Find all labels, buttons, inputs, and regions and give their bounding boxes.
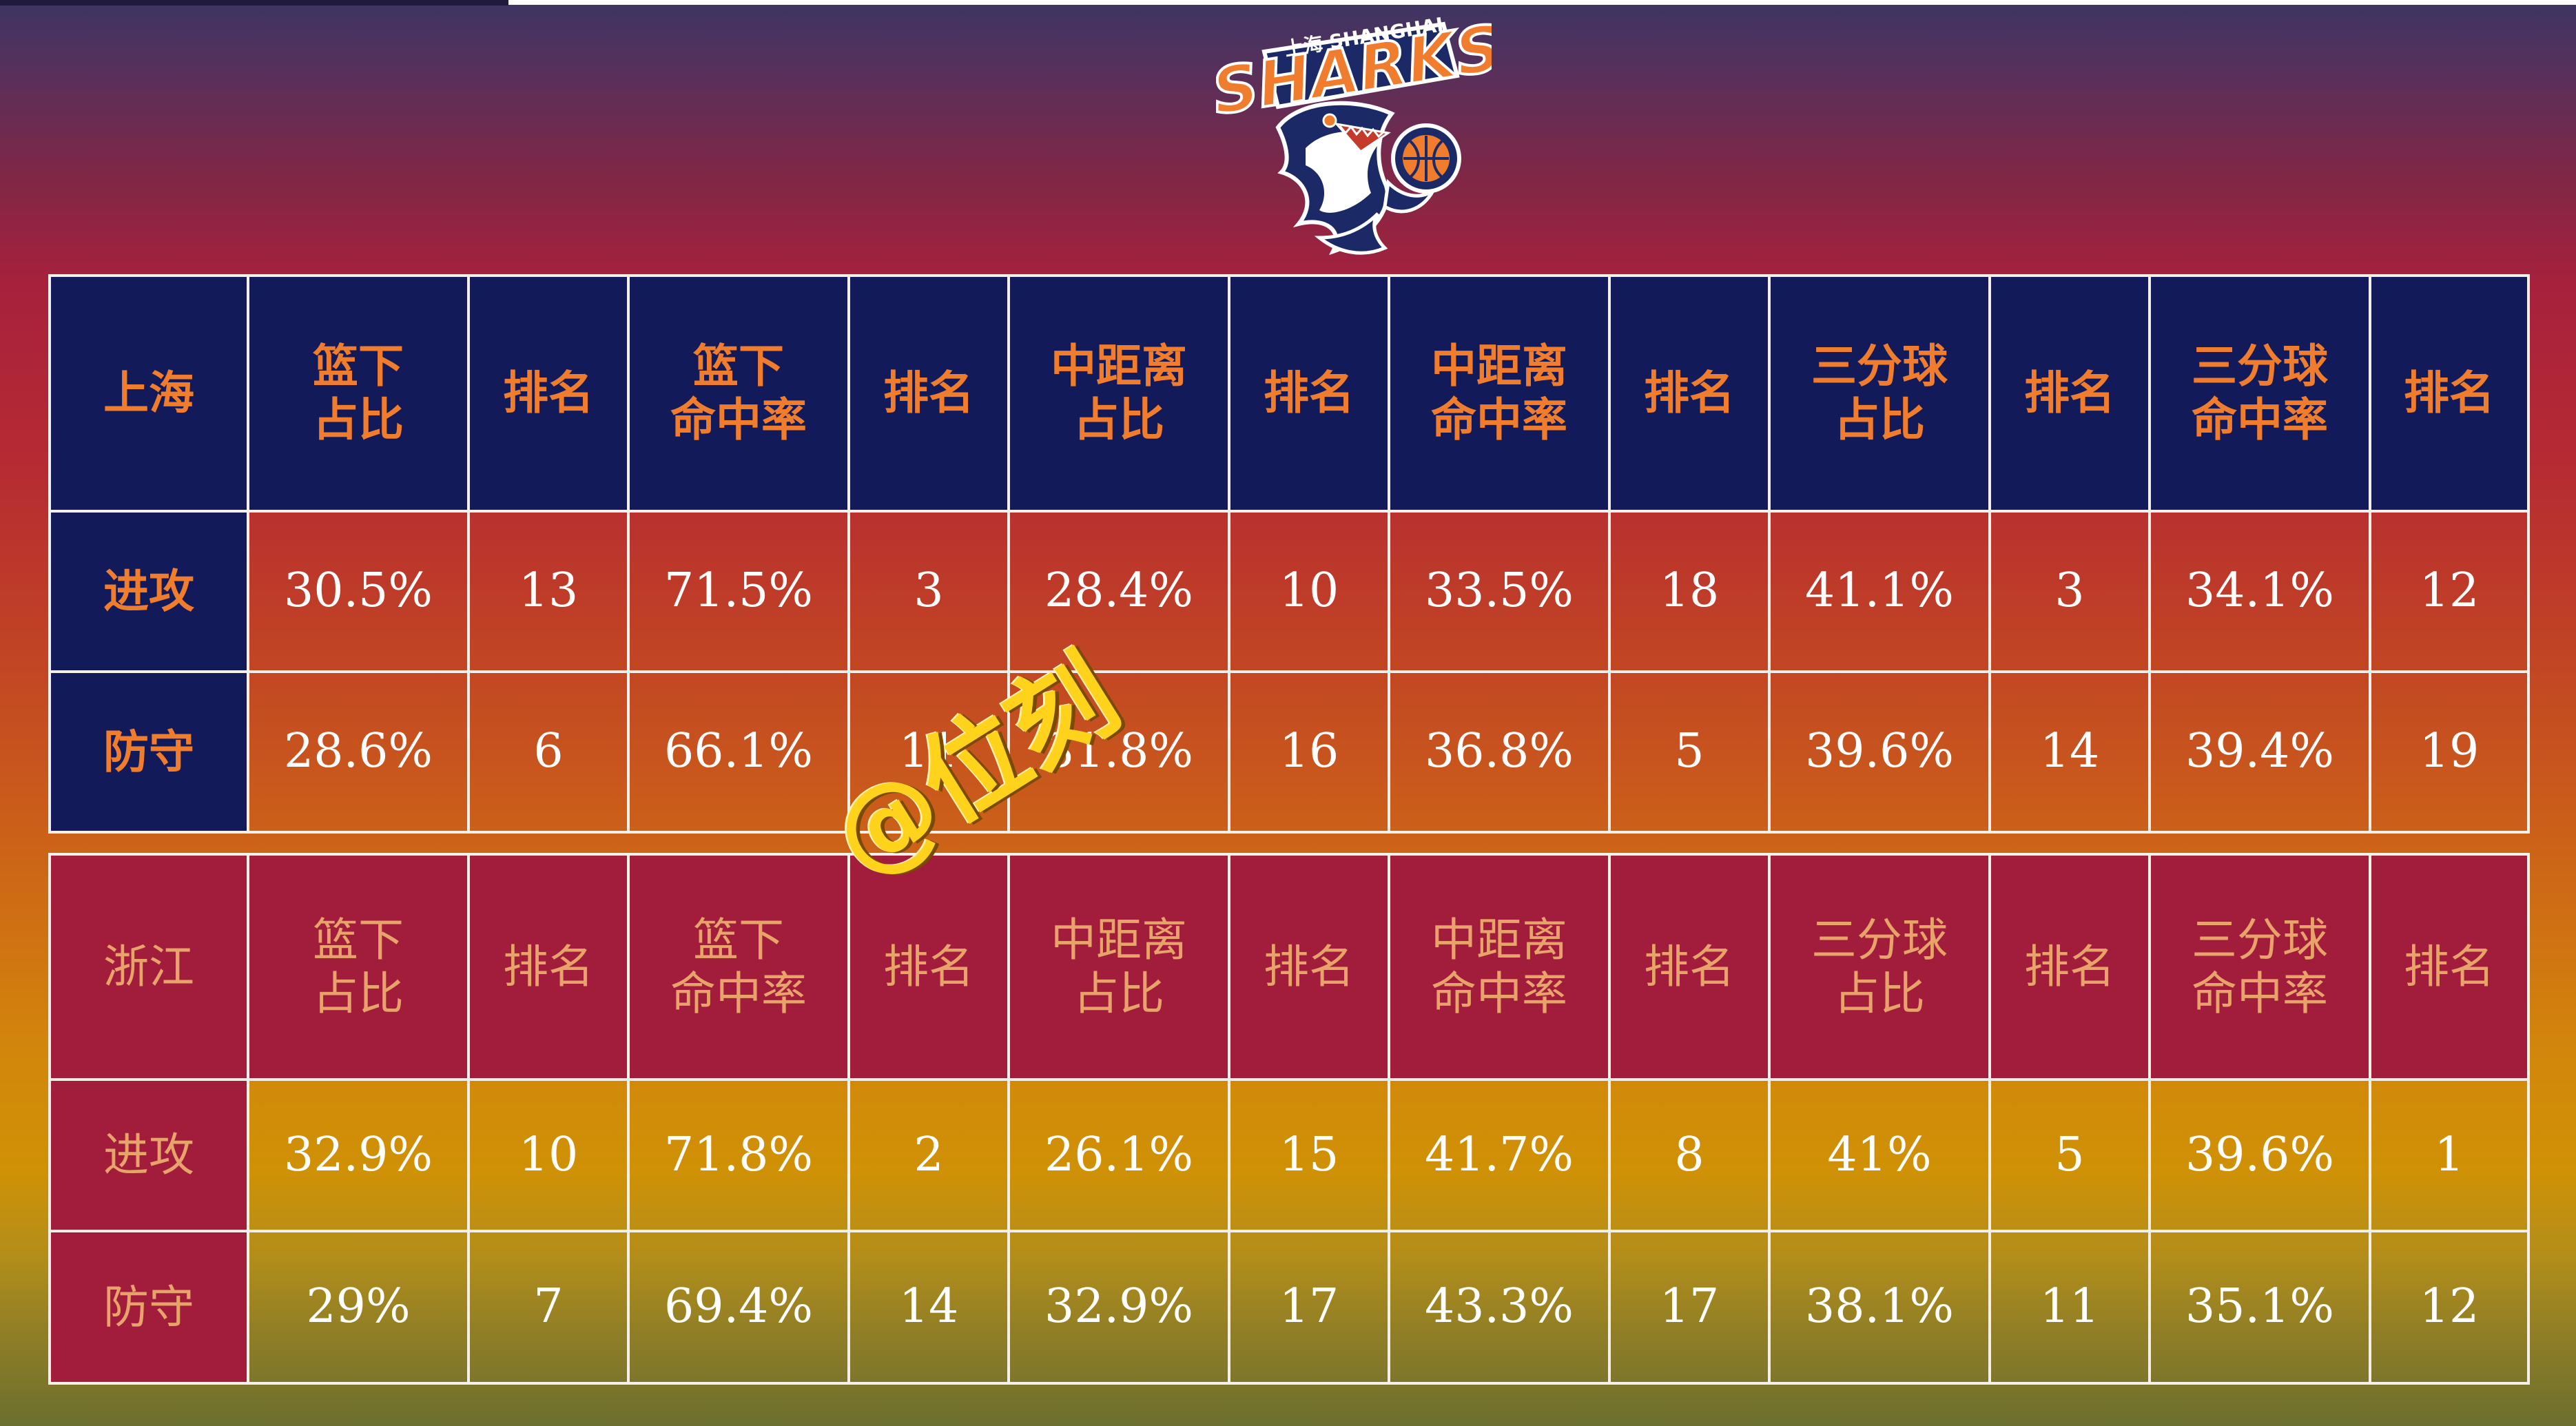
value-cell: 26.1% <box>1007 1078 1230 1232</box>
value-cell: 14 <box>847 1230 1010 1385</box>
value-cell: 14 <box>1988 670 2151 834</box>
header-cell: 排名 <box>1988 853 2151 1081</box>
value-cell: 43.3% <box>1388 1230 1611 1385</box>
value-cell: 34.1% <box>2148 510 2371 673</box>
header-cell: 三分球 命中率 <box>2148 853 2371 1081</box>
table-row: 防守 28.6% 6 66.1% 11 31.8% 16 36.8% 5 39.… <box>48 670 2530 834</box>
header-cell: 排名 <box>467 853 630 1081</box>
value-cell: 6 <box>467 670 630 834</box>
value-cell: 36.8% <box>1388 670 1611 834</box>
table-row: 进攻 32.9% 10 71.8% 2 26.1% 15 41.7% 8 41%… <box>48 1078 2530 1232</box>
value-cell: 3 <box>847 510 1010 673</box>
row-label: 防守 <box>48 670 249 834</box>
value-cell: 18 <box>1608 510 1771 673</box>
value-cell: 13 <box>467 510 630 673</box>
value-cell: 19 <box>2369 670 2530 834</box>
value-cell: 16 <box>1228 670 1390 834</box>
header-cell: 排名 <box>2369 853 2530 1081</box>
value-cell: 71.5% <box>627 510 850 673</box>
header-cell: 中距离 命中率 <box>1388 853 1611 1081</box>
value-cell: 41% <box>1768 1078 1991 1232</box>
top-dark-bar <box>0 0 508 6</box>
value-cell: 30.5% <box>247 510 470 673</box>
team-name: 上海 <box>48 274 249 513</box>
header-cell: 三分球 命中率 <box>2148 274 2371 513</box>
sharks-logo-icon: SHARKS 上海 SHANGHAI <box>1216 10 1492 256</box>
table-row: 进攻 30.5% 13 71.5% 3 28.4% 10 33.5% 18 41… <box>48 510 2530 673</box>
zhejiang-stats-table: 浙江 篮下 占比 排名 篮下 命中率 排名 中距离 占比 排名 中距离 命中率 排名 三… <box>48 853 2530 1385</box>
header-cell: 排名 <box>1228 853 1390 1081</box>
value-cell: 10 <box>1228 510 1390 673</box>
value-cell: 5 <box>1988 1078 2151 1232</box>
value-cell: 39.4% <box>2148 670 2371 834</box>
header-cell: 排名 <box>847 274 1010 513</box>
value-cell: 5 <box>1608 670 1771 834</box>
value-cell: 28.6% <box>247 670 470 834</box>
table-header-row: 浙江 篮下 占比 排名 篮下 命中率 排名 中距离 占比 排名 中距离 命中率 排名 三… <box>48 853 2530 1081</box>
value-cell: 7 <box>467 1230 630 1385</box>
value-cell: 10 <box>467 1078 630 1232</box>
value-cell: 39.6% <box>2148 1078 2371 1232</box>
value-cell: 41.1% <box>1768 510 1991 673</box>
header-cell: 中距离 命中率 <box>1388 274 1611 513</box>
value-cell: 12 <box>2369 1230 2530 1385</box>
value-cell: 38.1% <box>1768 1230 1991 1385</box>
value-cell: 69.4% <box>627 1230 850 1385</box>
row-label: 进攻 <box>48 510 249 673</box>
header-cell: 篮下 命中率 <box>627 853 850 1081</box>
value-cell: 32.9% <box>1007 1230 1230 1385</box>
table-row: 防守 29% 7 69.4% 14 32.9% 17 43.3% 17 38.1… <box>48 1230 2530 1385</box>
header-cell: 排名 <box>1988 274 2151 513</box>
value-cell: 17 <box>1228 1230 1390 1385</box>
header-cell: 排名 <box>2369 274 2530 513</box>
value-cell: 29% <box>247 1230 470 1385</box>
value-cell: 71.8% <box>627 1078 850 1232</box>
value-cell: 12 <box>2369 510 2530 673</box>
value-cell: 11 <box>847 670 1010 834</box>
team-name: 浙江 <box>48 853 249 1081</box>
header-cell: 排名 <box>847 853 1010 1081</box>
value-cell: 11 <box>1988 1230 2151 1385</box>
header-cell: 排名 <box>1228 274 1390 513</box>
value-cell: 2 <box>847 1078 1010 1232</box>
value-cell: 3 <box>1988 510 2151 673</box>
value-cell: 1 <box>2369 1078 2530 1232</box>
header-cell: 中距离 占比 <box>1007 274 1230 513</box>
value-cell: 32.9% <box>247 1078 470 1232</box>
header-cell: 排名 <box>467 274 630 513</box>
value-cell: 39.6% <box>1768 670 1991 834</box>
value-cell: 8 <box>1608 1078 1771 1232</box>
header-cell: 三分球 占比 <box>1768 853 1991 1081</box>
header-cell: 篮下 命中率 <box>627 274 850 513</box>
header-cell: 中距离 占比 <box>1007 853 1230 1081</box>
header-cell: 排名 <box>1608 274 1771 513</box>
value-cell: 17 <box>1608 1230 1771 1385</box>
value-cell: 41.7% <box>1388 1078 1611 1232</box>
value-cell: 15 <box>1228 1078 1390 1232</box>
row-label: 进攻 <box>48 1078 249 1232</box>
header-cell: 篮下 占比 <box>247 274 470 513</box>
value-cell: 35.1% <box>2148 1230 2371 1385</box>
shanghai-stats-table: 上海 篮下 占比 排名 篮下 命中率 排名 中距离 占比 排名 中距离 命中率 排名 三… <box>48 274 2530 834</box>
table-header-row: 上海 篮下 占比 排名 篮下 命中率 排名 中距离 占比 排名 中距离 命中率 排名 三… <box>48 274 2530 513</box>
value-cell: 33.5% <box>1388 510 1611 673</box>
row-label: 防守 <box>48 1230 249 1385</box>
header-cell: 排名 <box>1608 853 1771 1081</box>
top-white-line <box>508 0 2576 5</box>
value-cell: 31.8% <box>1007 670 1230 834</box>
value-cell: 66.1% <box>627 670 850 834</box>
value-cell: 28.4% <box>1007 510 1230 673</box>
header-cell: 篮下 占比 <box>247 853 470 1081</box>
header-cell: 三分球 占比 <box>1768 274 1991 513</box>
